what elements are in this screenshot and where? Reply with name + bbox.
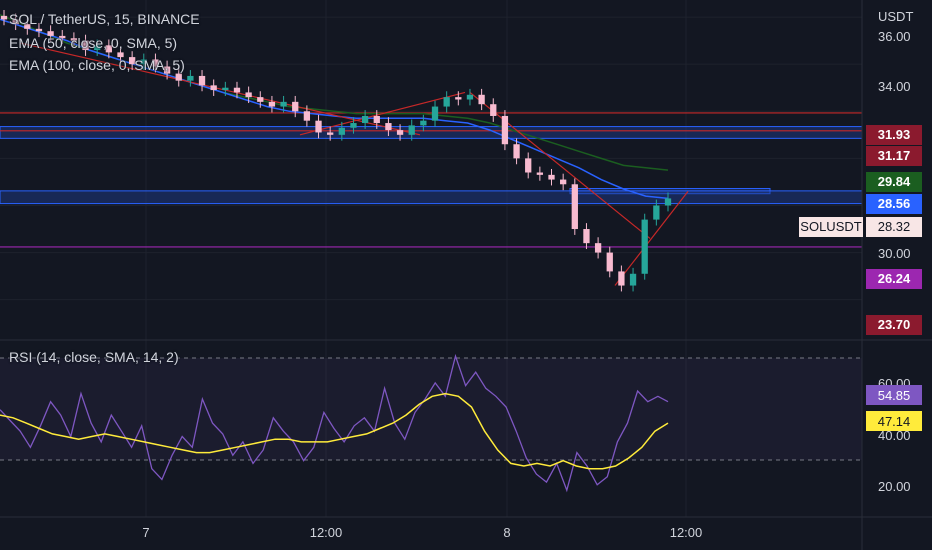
trendline: [299, 91, 466, 136]
price-axis-unit[interactable]: USDT: [878, 9, 914, 24]
candle-body: [94, 45, 101, 51]
time-label: 7: [142, 525, 149, 540]
candle-body: [361, 115, 369, 124]
rsi-legend[interactable]: RSI (14, close, SMA, 14, 2): [9, 349, 179, 365]
candle-body: [385, 123, 392, 131]
candle-body: [373, 115, 380, 124]
zone-box: [0, 126, 863, 139]
candle-body: [292, 101, 299, 112]
candle-body: [233, 87, 241, 93]
candle-body: [257, 97, 264, 102]
candle-body: [513, 144, 520, 159]
price-tick: 36.00: [878, 29, 911, 44]
price-tag-23-70: 23.70: [866, 315, 922, 335]
time-label: 8: [503, 525, 510, 540]
rsi-tick: 40.00: [878, 428, 911, 443]
rsi-ma-value-text: 47.14: [878, 414, 911, 429]
candle-body: [163, 66, 171, 74]
candle-body: [338, 127, 345, 135]
candle-body: [396, 130, 404, 135]
candle-body: [466, 94, 474, 100]
candle-body: [59, 35, 66, 39]
price-tag-31-17: 31.17: [866, 146, 922, 166]
candle-body: [629, 273, 637, 286]
price-tag-26-24: 26.24: [866, 269, 922, 289]
zone-box: [0, 190, 863, 205]
candle-body: [128, 57, 136, 65]
candle-body: [571, 184, 578, 230]
candle-body: [152, 59, 159, 67]
candle-body: [408, 125, 415, 135]
candle-body: [455, 97, 462, 100]
candle-body: [431, 106, 439, 121]
candle-body: [24, 24, 31, 29]
candle-body: [187, 75, 194, 81]
time-label: 12:00: [310, 525, 343, 540]
candle-body: [12, 19, 19, 25]
candle-body: [536, 172, 544, 175]
trendlines: [19, 42, 689, 286]
candle-body: [105, 45, 112, 53]
ema100-legend[interactable]: EMA (100, close, 0, SMA, 5): [9, 57, 185, 73]
ema50-line: [0, 18, 669, 200]
candle-body: [245, 92, 252, 98]
price-tick: 30.00: [878, 246, 911, 261]
candle-body: [303, 111, 311, 121]
rsi-value-tag: [866, 385, 922, 405]
candle-body: [198, 75, 206, 86]
candle-body: [82, 40, 89, 51]
support-resistance-zones: [0, 112, 863, 248]
candle-body: [548, 174, 555, 180]
candle-body: [443, 97, 450, 107]
candle-body: [560, 179, 567, 185]
candle-body: [0, 15, 8, 20]
candle-body: [35, 28, 43, 32]
rsi-value-text: 54.85: [878, 388, 911, 403]
candle-body: [606, 252, 613, 272]
price-tag-31-93: 31.93: [866, 125, 922, 145]
candle-body: [583, 229, 590, 244]
candle-body: [490, 104, 497, 116]
candle-body: [653, 205, 660, 220]
candle-body: [350, 123, 357, 128]
candle-body: [420, 120, 427, 126]
time-label: 12:00: [670, 525, 703, 540]
candle-body: [315, 120, 322, 133]
symbol-price-tag: SOLUSDT: [799, 217, 863, 237]
candle-body: [70, 38, 78, 41]
rsi-ma-value-tag: [866, 411, 922, 431]
candle-body: [525, 158, 532, 173]
trendline: [614, 190, 689, 286]
candle-body: [327, 132, 334, 135]
current-price-tag: 28.32: [866, 217, 922, 237]
candle-body: [222, 87, 229, 91]
price-tick: 34.00: [878, 79, 911, 94]
candle-body: [210, 85, 217, 91]
rsi-tick: 20.00: [878, 479, 911, 494]
candle-body: [117, 52, 124, 58]
candle-body: [501, 115, 509, 145]
rsi-band: [0, 358, 862, 460]
trendline: [469, 91, 651, 239]
chart-title[interactable]: SOL / TetherUS, 15, BINANCE: [9, 11, 200, 27]
candle-body: [280, 101, 287, 107]
candle-body: [664, 198, 672, 206]
candle-body: [618, 271, 625, 286]
price-tag-29-84: 29.84: [866, 172, 922, 192]
candle-body: [47, 31, 54, 36]
candle-body: [140, 59, 147, 65]
candle-body: [175, 73, 182, 81]
candle-body: [594, 243, 602, 253]
ema50-legend[interactable]: EMA (50, close, 0, SMA, 5): [9, 35, 178, 51]
rsi-ma-line: [0, 392, 669, 470]
price-tag-28-56: 28.56: [866, 194, 922, 214]
candle-body: [478, 94, 485, 105]
candle-body: [268, 101, 276, 107]
candle-body: [641, 219, 648, 274]
candlesticks: [0, 10, 672, 292]
